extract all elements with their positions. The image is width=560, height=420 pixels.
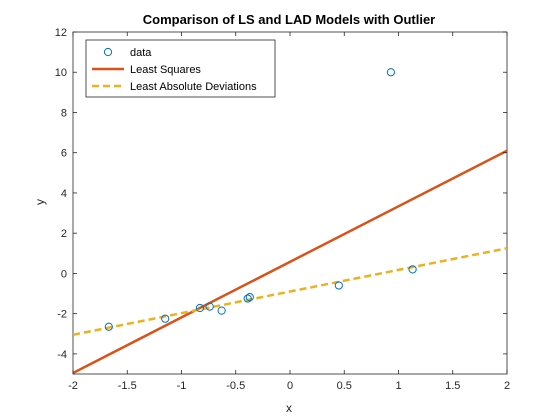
x-tick-label: -0.5 [226, 380, 245, 392]
legend-label: Least Squares [130, 64, 201, 76]
legend-label: data [130, 47, 152, 59]
series-layer [73, 68, 507, 374]
x-tick-label: 1 [395, 380, 401, 392]
x-tick-label: -1 [177, 380, 187, 392]
y-tick-label: -2 [57, 309, 67, 321]
data-point [161, 314, 170, 323]
x-tick-label: 0.5 [337, 380, 352, 392]
legend: data Least Squares Least Absolute Deviatio… [85, 39, 276, 98]
y-tick-label: 8 [61, 107, 67, 119]
data-point [243, 294, 252, 303]
y-tick-label: 0 [61, 268, 67, 280]
chart-title: Comparison of LS and LAD Models with Out… [143, 12, 436, 27]
x-tick-label: -2 [68, 380, 78, 392]
data-point [245, 293, 254, 302]
y-tick-label: 12 [55, 27, 67, 39]
x-tick-label: 2 [504, 380, 510, 392]
data-point [217, 306, 226, 315]
data-point [104, 322, 113, 331]
y-tick-label: 2 [61, 228, 67, 240]
ticks-layer: -2 -1.5 -1 -0.5 0 0.5 1 1.5 2 -4 -2 0 2 4 6 8 10 12 [55, 27, 510, 392]
x-axis-label: x [286, 401, 292, 415]
y-tick-label: -4 [57, 349, 67, 361]
x-tick-label: 0 [287, 380, 293, 392]
legend-marker-data [103, 47, 113, 57]
x-tick-label: -1.5 [118, 380, 137, 392]
x-tick-label: 1.5 [445, 380, 460, 392]
legend-label: Least Absolute Deviations [130, 81, 257, 93]
data-point [334, 281, 343, 290]
y-tick-label: 6 [61, 148, 67, 160]
y-axis-label: y [33, 199, 47, 205]
y-tick-label: 10 [55, 67, 67, 79]
data-point [386, 68, 396, 77]
data-point [195, 303, 205, 313]
data-point [205, 302, 214, 311]
y-tick-label: 4 [61, 188, 67, 200]
data-point [408, 265, 417, 274]
series-line-least-absolute-deviations [73, 247, 507, 336]
series-line-least-squares [73, 149, 507, 374]
